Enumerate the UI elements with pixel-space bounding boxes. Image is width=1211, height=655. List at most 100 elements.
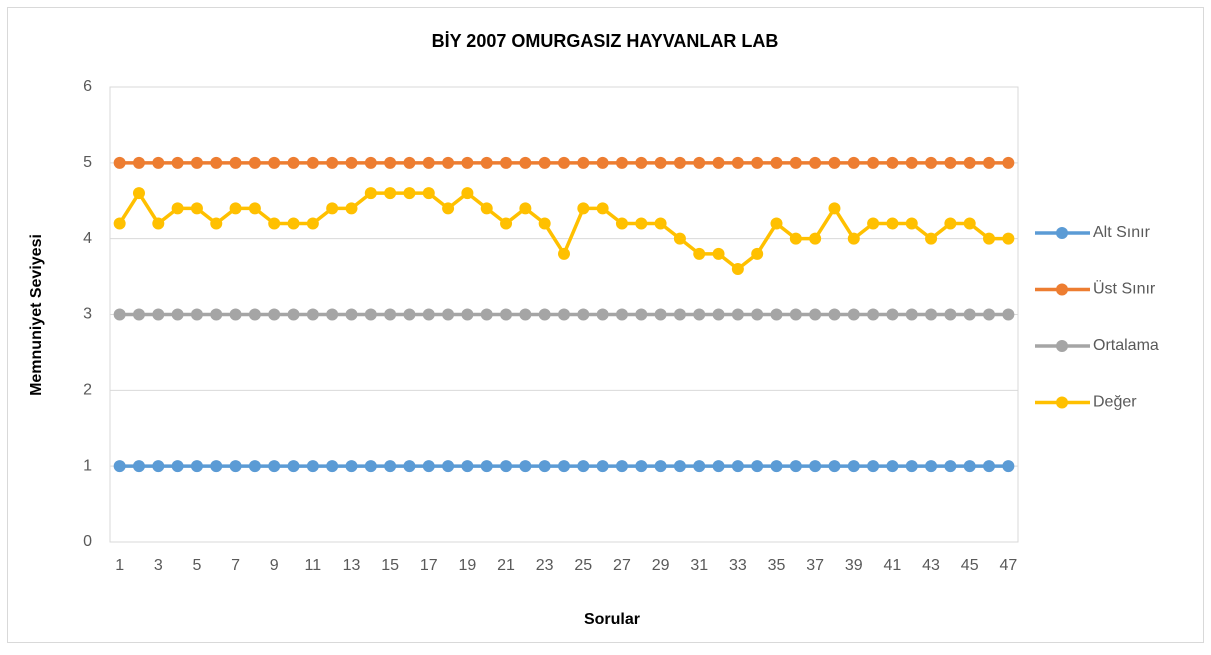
series-marker [673,460,686,473]
series-marker [1002,460,1015,473]
series-marker [847,232,860,245]
series-marker [596,156,609,169]
series-marker [673,308,686,321]
x-tick-label: 27 [613,557,631,574]
series-marker [500,217,513,230]
series-marker [789,308,802,321]
series-marker [615,308,628,321]
series-marker [287,308,300,321]
series-marker [558,156,570,169]
series-marker [287,217,300,230]
y-tick-label: 5 [83,154,92,171]
y-tick-label: 3 [83,306,92,323]
series-marker [693,247,706,260]
series-marker [789,156,802,169]
x-tick-label: 23 [536,557,554,574]
series-marker [828,202,841,215]
series-marker [113,460,126,473]
x-tick-label: 19 [459,557,477,574]
series-marker [867,460,880,473]
series-marker [171,156,184,169]
series-marker [229,308,242,321]
series-marker [268,460,281,473]
series-marker [152,308,165,321]
series-marker [615,217,628,230]
x-tick-label: 21 [497,557,515,574]
series-marker [519,156,532,169]
legend-label: Üst Sınır [1093,280,1156,298]
series-marker [480,202,493,215]
series-marker [480,460,493,473]
series-marker [963,308,976,321]
series-marker [731,308,744,321]
y-tick-label: 2 [83,382,92,399]
series-marker [925,232,938,245]
series-marker [248,460,261,473]
series-marker [770,156,783,169]
series-marker [403,187,416,200]
series-marker [654,308,667,321]
series-marker [171,202,184,215]
series-marker [828,308,841,321]
x-tick-label: 39 [845,557,863,574]
series-marker [770,308,783,321]
series-marker [268,156,281,169]
series-marker [152,217,165,230]
series-marker [693,308,706,321]
legend-label: Ortalama [1093,337,1159,354]
series-marker [113,156,126,169]
series-marker [615,156,628,169]
x-tick-label: 31 [690,557,708,574]
series-marker [345,460,358,473]
series-marker [422,156,435,169]
series-marker [596,460,609,473]
series-marker [867,217,880,230]
y-tick-label: 1 [83,457,92,474]
series-marker [403,156,416,169]
series-marker [905,156,918,169]
x-tick-label: 1 [115,557,124,574]
series-marker [635,156,648,169]
series-marker [789,460,802,473]
series-marker [326,308,339,321]
series-marker [442,202,455,215]
y-axis-title: Memnuniyet Seviyesi [28,234,45,396]
series-marker [635,217,648,230]
y-tick-label: 6 [83,78,92,95]
series-marker [983,232,996,245]
series-marker [577,202,590,215]
series-marker [731,156,744,169]
series-marker [442,156,455,169]
series-marker [461,187,474,200]
series-marker [538,217,551,230]
series-marker [132,308,145,321]
series-marker [113,217,126,230]
series-marker [886,460,899,473]
series-marker [673,232,686,245]
series-marker [442,460,455,473]
series-marker [384,308,397,321]
series-marker [615,460,628,473]
x-tick-label: 13 [343,557,361,574]
series-marker [364,308,377,321]
series-marker [132,156,145,169]
series-marker [268,308,281,321]
series-marker [596,202,609,215]
series-marker [403,460,416,473]
series-marker [422,187,435,200]
series-marker [673,156,686,169]
series-marker [190,308,203,321]
x-tick-label: 43 [922,557,940,574]
series-marker [983,460,996,473]
series-marker [944,308,957,321]
series-marker [500,156,513,169]
series-marker [364,187,377,200]
series-marker [519,308,532,321]
series-marker [268,217,281,230]
x-tick-label: 33 [729,557,747,574]
x-tick-label: 37 [806,557,824,574]
series-marker [306,217,319,230]
x-tick-label: 41 [884,557,902,574]
series-marker [751,460,764,473]
series-marker [635,308,648,321]
